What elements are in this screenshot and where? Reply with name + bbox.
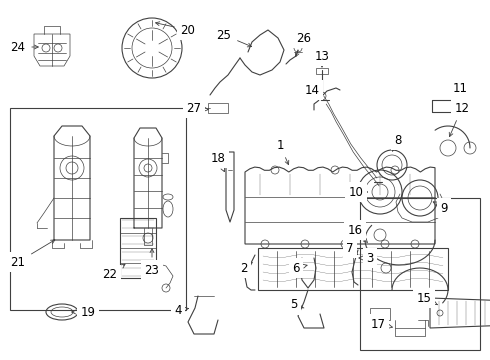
Text: 11: 11	[452, 81, 467, 99]
Bar	[370, 308, 390, 320]
Text: 14: 14	[304, 84, 319, 96]
Text: 23: 23	[145, 249, 159, 276]
Text: 12: 12	[449, 102, 469, 136]
Text: 24: 24	[10, 41, 38, 54]
Text: 8: 8	[392, 134, 402, 151]
Text: 22: 22	[102, 264, 125, 282]
Text: 7: 7	[346, 242, 358, 255]
Text: 18: 18	[211, 152, 225, 172]
Text: 3: 3	[359, 252, 374, 265]
Text: 2: 2	[240, 261, 252, 274]
Bar	[120, 218, 156, 278]
Text: 20: 20	[156, 22, 196, 36]
Text: 9: 9	[433, 202, 448, 215]
Text: 17: 17	[370, 318, 392, 330]
Text: 16: 16	[347, 224, 368, 242]
Text: 13: 13	[315, 50, 329, 67]
Text: 1: 1	[276, 139, 289, 165]
Text: 27: 27	[187, 102, 208, 114]
Text: 4: 4	[174, 303, 189, 316]
Bar	[10, 108, 186, 310]
Text: 19: 19	[72, 306, 96, 319]
Text: 10: 10	[348, 185, 368, 198]
Text: 26: 26	[295, 32, 312, 57]
Bar	[316, 68, 328, 74]
Text: 25: 25	[217, 28, 251, 47]
Text: 5: 5	[290, 298, 304, 311]
Bar	[360, 198, 480, 350]
Text: 6: 6	[292, 261, 307, 274]
Text: 21: 21	[10, 240, 55, 269]
Bar	[208, 103, 228, 113]
Text: 15: 15	[416, 292, 438, 305]
